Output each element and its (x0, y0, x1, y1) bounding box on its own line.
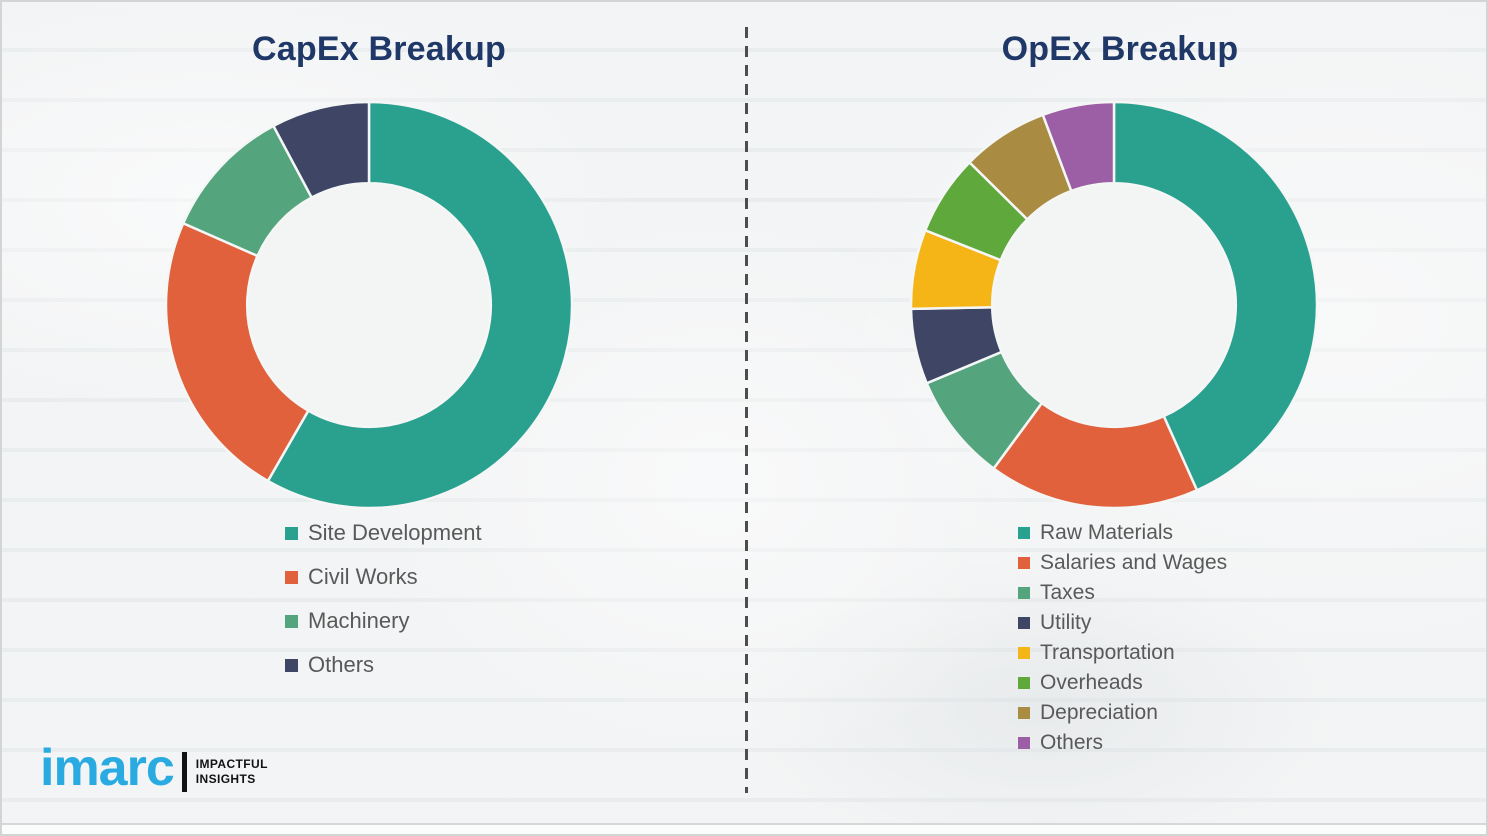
legend-label: Overheads (1040, 671, 1143, 694)
legend-item-depreciation: Depreciation (1018, 698, 1227, 728)
legend-item-overheads: Overheads (1018, 668, 1227, 698)
legend-swatch-taxes (1018, 587, 1030, 599)
legend-label: Taxes (1040, 581, 1095, 604)
legend-item-others: Others (1018, 728, 1227, 758)
imarc-logo-text: imarc (40, 739, 175, 797)
donut-segment-civil-works (164, 221, 311, 483)
bottom-border-strip (2, 823, 1486, 834)
legend-swatch-others (1018, 737, 1030, 749)
legend-label: Salaries and Wages (1040, 551, 1228, 574)
legend-label: Others (308, 652, 375, 677)
legend-swatch-utility (1018, 617, 1030, 629)
donut-segment-others (271, 100, 371, 200)
legend-swatch-overheads (1018, 677, 1030, 689)
opex-legend: Raw Materials Salaries and Wages Taxes Util… (1018, 518, 1227, 758)
opex-donut-chart (909, 100, 1319, 510)
logo-tagline-line1: IMPACTFUL (195, 757, 268, 771)
legend-item-utility: Utility (1018, 608, 1227, 638)
capex-chart-title: CapEx Breakup (252, 30, 506, 68)
legend-item-machinery: Machinery (285, 599, 482, 643)
legend-label: Civil Works (308, 564, 418, 589)
logo-divider-bar (181, 752, 187, 792)
legend-swatch-raw-materials (1018, 527, 1030, 539)
divider-dashed-line (745, 27, 748, 793)
legend-swatch-machinery (285, 614, 298, 628)
legend-swatch-site-development (285, 526, 298, 540)
imarc-logo: imarc IMPACTFUL INSIGHTS (40, 742, 268, 794)
legend-label: Depreciation (1040, 701, 1158, 724)
legend-label: Machinery (308, 608, 410, 633)
donut-hole (247, 183, 491, 427)
legend-item-salaries-and-wages: Salaries and Wages (1018, 548, 1227, 578)
donut-segment-site-development (266, 100, 574, 510)
opex-chart-title: OpEx Breakup (1001, 30, 1239, 68)
legend-swatch-depreciation (1018, 707, 1030, 719)
legend-swatch-transportation (1018, 647, 1030, 659)
legend-item-others: Others (285, 643, 482, 687)
legend-label: Site Development (308, 520, 482, 545)
donut-segment-salaries-and-wages (991, 401, 1199, 510)
legend-item-site-development: Site Development (285, 511, 482, 555)
legend-item-transportation: Transportation (1018, 638, 1227, 668)
donut-segment-raw-materials (1112, 100, 1319, 492)
legend-label: Others (1040, 731, 1104, 754)
donut-segment-others (1041, 100, 1116, 193)
legend-item-civil-works: Civil Works (285, 555, 482, 599)
legend-item-raw-materials: Raw Materials (1018, 518, 1227, 548)
legend-label: Utility (1040, 611, 1092, 634)
capex-donut-chart (164, 100, 574, 510)
legend-swatch-civil-works (285, 570, 298, 584)
legend-label: Raw Materials (1040, 521, 1174, 544)
legend-swatch-others (285, 658, 298, 672)
legend-swatch-salaries-and-wages (1018, 557, 1030, 569)
logo-tagline-line2: INSIGHTS (195, 772, 256, 786)
donut-hole (992, 183, 1236, 427)
legend-label: Transportation (1040, 641, 1175, 664)
logo-tagline: IMPACTFUL INSIGHTS (196, 757, 268, 787)
capex-legend: Site Development Civil Works Machinery Othe… (285, 511, 482, 687)
legend-item-taxes: Taxes (1018, 578, 1227, 608)
